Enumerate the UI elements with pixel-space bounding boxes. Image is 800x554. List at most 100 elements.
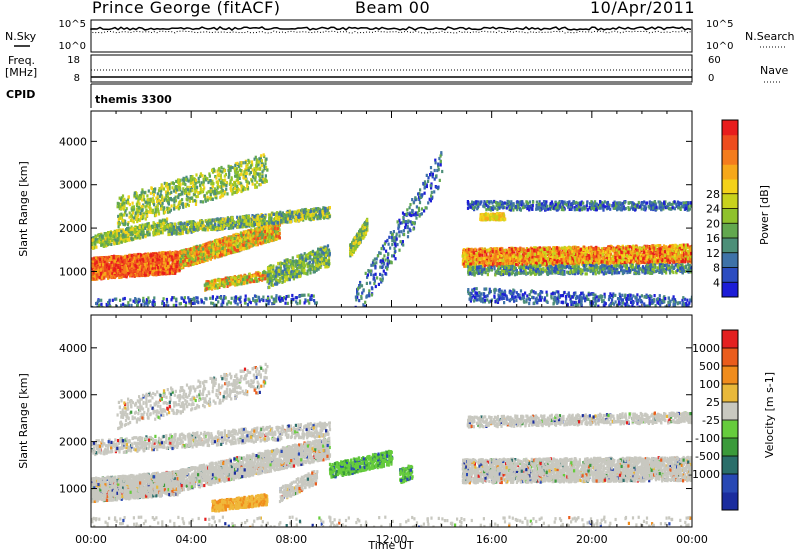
echo-cell <box>211 197 214 201</box>
echo-cell <box>269 229 272 234</box>
echo-cell <box>178 178 181 182</box>
echo-cell <box>192 262 195 266</box>
echo-cell <box>106 234 110 238</box>
echo-cell <box>172 182 175 186</box>
echo-cell <box>226 237 229 241</box>
echo-cell <box>236 236 239 240</box>
echo-cell <box>118 264 121 268</box>
echo-cell <box>106 274 109 279</box>
echo-cell <box>164 256 167 260</box>
echo-cell <box>309 213 312 217</box>
echo-cell <box>109 231 113 235</box>
echo-cell <box>132 273 135 277</box>
echo-cell <box>272 233 276 237</box>
echo-cell <box>259 241 262 245</box>
echo-cell <box>215 217 218 221</box>
echo-cell <box>206 220 210 224</box>
echo-cell <box>119 267 122 271</box>
echo-cell <box>233 247 236 251</box>
echo-cell <box>141 231 144 235</box>
echo-cell <box>296 217 299 221</box>
echo-cell <box>174 227 177 231</box>
echo-cell <box>143 191 146 195</box>
echo-cell <box>221 250 224 254</box>
echo-cell <box>110 275 114 279</box>
echo-cell <box>174 199 178 203</box>
echo-cell <box>302 214 305 218</box>
echo-cell <box>321 208 324 212</box>
echo-cell <box>133 207 136 211</box>
echo-cell <box>128 258 132 262</box>
echo-cell <box>229 226 232 230</box>
echo-cell <box>97 256 100 260</box>
echo-cell <box>210 227 213 231</box>
echo-cell <box>161 201 164 205</box>
echo-cell <box>147 201 150 205</box>
echo-cell <box>227 168 230 172</box>
echo-cell <box>248 221 251 225</box>
echo-cell <box>269 226 272 230</box>
echo-cell <box>250 244 253 248</box>
echo-cell <box>149 198 152 202</box>
echo-cell <box>168 229 171 233</box>
echo-cell <box>214 255 217 259</box>
echo-cell <box>107 267 110 271</box>
echo-cell <box>117 214 120 218</box>
echo-cell <box>126 198 130 202</box>
echo-cell <box>131 231 134 235</box>
echo-cell <box>156 192 159 196</box>
freq-label-2: [MHz] <box>5 66 37 79</box>
echo-cell <box>194 178 197 182</box>
echo-cell <box>123 230 127 235</box>
echo-cell <box>284 220 287 224</box>
echo-cell <box>161 271 164 275</box>
echo-cell <box>167 263 170 267</box>
echo-cell <box>128 228 131 232</box>
echo-cell <box>168 184 171 188</box>
echo-cell <box>190 254 193 258</box>
echo-cell <box>100 243 103 247</box>
echo-cell <box>130 269 133 274</box>
echo-cell <box>219 217 223 221</box>
echo-cell <box>294 215 298 220</box>
echo-cell <box>230 241 233 245</box>
echo-cell <box>169 223 172 227</box>
echo-cell <box>101 266 104 270</box>
echo-cell <box>100 276 103 280</box>
echo-cell <box>175 232 178 236</box>
echo-cell <box>113 240 116 244</box>
echo-cell <box>117 237 120 241</box>
echo-cell <box>224 223 227 227</box>
echo-cell <box>311 213 314 217</box>
echo-cell <box>265 236 268 240</box>
echo-cell <box>255 164 258 168</box>
echo-cell <box>163 272 166 276</box>
echo-cell <box>228 248 231 252</box>
echo-cell <box>217 251 220 255</box>
echo-cell <box>152 269 155 273</box>
echo-cell <box>262 168 265 172</box>
echo-cell <box>94 235 98 239</box>
echo-cell <box>157 268 160 272</box>
echo-cell <box>94 261 97 265</box>
echo-cell <box>241 218 245 222</box>
echo-cell <box>209 257 212 261</box>
echo-cell <box>166 251 170 255</box>
echo-cell <box>107 238 110 242</box>
echo-cell <box>179 258 183 262</box>
echo-cell <box>118 255 121 259</box>
echo-cell <box>135 207 139 211</box>
echo-cell <box>197 247 200 251</box>
echo-cell <box>219 239 222 243</box>
echo-cell <box>191 177 194 182</box>
echo-cell <box>160 254 163 258</box>
echo-cell <box>110 260 113 264</box>
echo-cell <box>117 232 120 236</box>
echo-cell <box>286 211 289 215</box>
echo-cell <box>149 264 152 268</box>
echo-cell <box>191 199 194 203</box>
echo-cell <box>109 263 112 267</box>
echo-cell <box>249 230 252 234</box>
echo-cell <box>152 256 155 260</box>
freq-tick-top: 18 <box>67 55 80 66</box>
